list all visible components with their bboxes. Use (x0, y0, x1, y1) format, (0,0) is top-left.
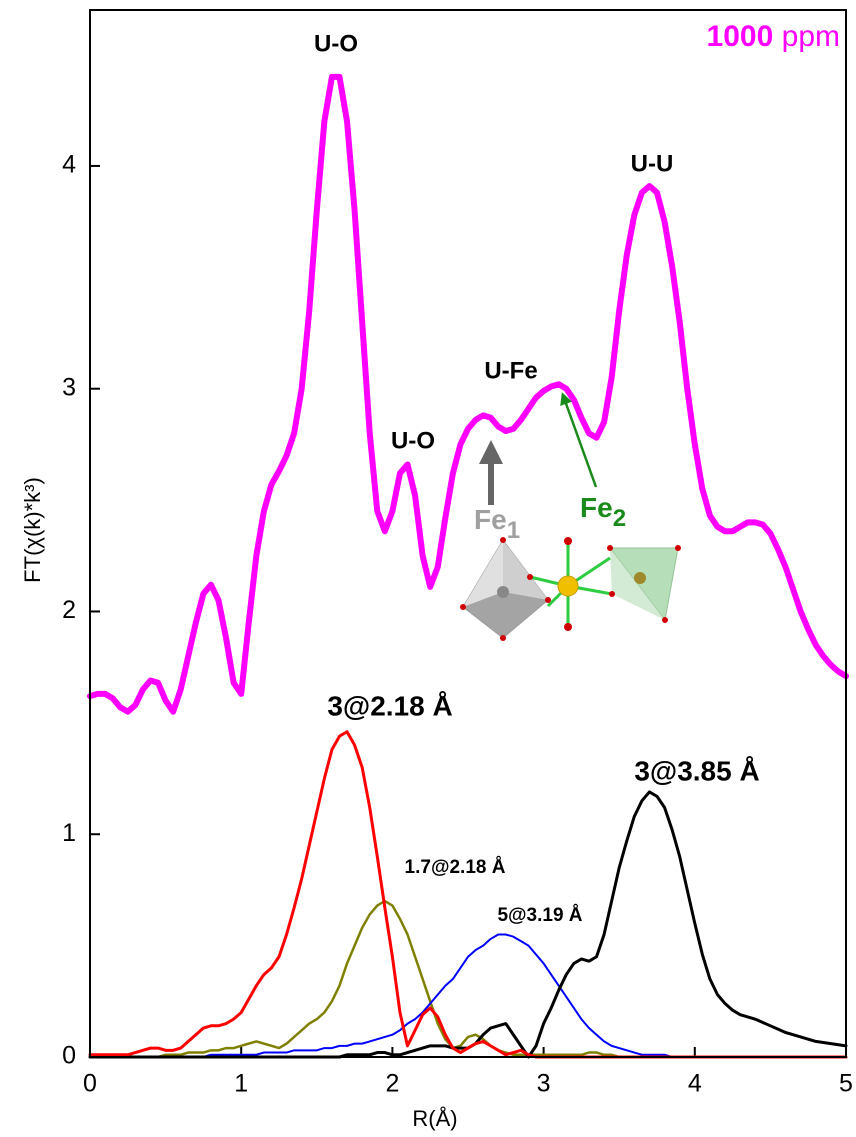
annotation: U-U (631, 150, 674, 177)
annotation: 3@3.85 Å (634, 755, 759, 786)
x-tick-label: 0 (83, 1070, 97, 1098)
x-axis-label: R(Å) (412, 1106, 457, 1131)
site-label: Fe1 (474, 504, 520, 544)
site-subscript: 2 (613, 505, 626, 532)
y-tick-label: 1 (62, 819, 76, 847)
annotation: 3@2.18 Å (327, 690, 452, 721)
y-tick-label: 3 (62, 373, 76, 401)
title-value: 1000 (707, 20, 774, 53)
series-line (90, 77, 846, 712)
x-tick-label: 4 (688, 1070, 702, 1098)
y-tick-label: 2 (62, 596, 76, 624)
x-tick-label: 3 (537, 1070, 551, 1098)
series-line (90, 792, 846, 1057)
site-label: Fe2 (580, 492, 626, 532)
plot-area: 0 1 2 3 4 5 0 1 2 3 4 R(Å) FT(χ(k)*k³) 1000 ppm U-O U-O… (20, 10, 853, 1131)
y-tick-label: 4 (62, 151, 76, 179)
annotation: U-O (314, 30, 358, 57)
annotation: U-Fe (484, 357, 537, 384)
site-name: Fe (474, 504, 507, 535)
title-unit: ppm (782, 20, 840, 53)
x-tick-label: 5 (839, 1070, 853, 1098)
x-tick-label: 2 (385, 1070, 399, 1098)
y-tick-label: 0 (62, 1042, 76, 1070)
annotation: U-O (391, 427, 435, 454)
site-subscript: 1 (507, 517, 520, 544)
series-line (90, 901, 846, 1057)
y-axis-label: FT(χ(k)*k³) (20, 477, 45, 583)
chart-title: 1000 ppm (707, 20, 840, 53)
chart: 0 1 2 3 4 5 0 1 2 3 4 R(Å) FT(χ(k)*k³) 1000 ppm U-O U-O… (0, 0, 856, 1137)
annotation: 1.7@2.18 Å (405, 857, 506, 878)
annotation: 5@3.19 Å (497, 905, 582, 926)
site-name: Fe (580, 492, 613, 523)
x-tick-label: 1 (234, 1070, 248, 1098)
